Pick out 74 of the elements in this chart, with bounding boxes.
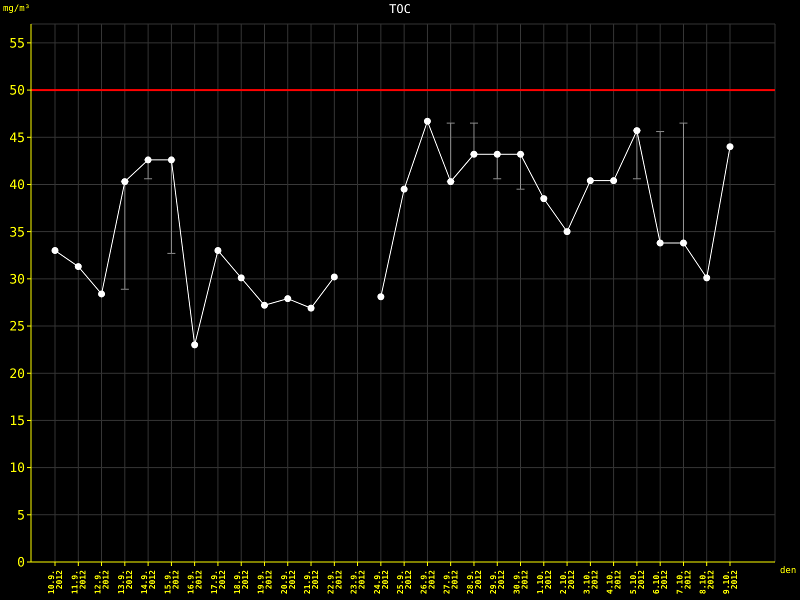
x-tick-label: 22.9. 2012 (326, 570, 344, 594)
y-tick-label: 30 (9, 272, 25, 288)
point (144, 156, 152, 164)
point (74, 263, 82, 270)
y-axis-title: mg/m³ (3, 4, 30, 14)
x-tick-label: 29.9. 2012 (489, 570, 506, 594)
x-axis-title: den (780, 566, 796, 576)
x-tick-label: 12.9. 2012 (94, 570, 111, 594)
x-tick-label: 9.10. 2012 (722, 570, 739, 594)
point (564, 228, 571, 236)
x-tick-label: 24.9. 2012 (372, 570, 390, 594)
x-tick-label: 27.9. 2012 (442, 570, 460, 594)
y-tick-label: 5 (17, 508, 25, 524)
point (494, 150, 501, 158)
x-tick-label: 13.9. 2012 (116, 570, 134, 594)
y-tick-label: 50 (9, 84, 25, 99)
x-tick-label: 21.9. 2012 (303, 570, 320, 594)
x-tick-label: 16.9. 2012 (186, 570, 204, 594)
x-tick-label: 23.9. 2012 (350, 570, 367, 594)
point (52, 247, 58, 254)
point (703, 274, 710, 282)
x-tick-label: 5.10. 2012 (628, 570, 646, 594)
y-tick-label: 20 (9, 366, 25, 382)
point (377, 293, 384, 300)
x-tick-label: 8.10. 2012 (698, 570, 716, 594)
x-tick-label: 17.9. 2012 (210, 570, 227, 594)
y-tick-label: 0 (17, 556, 25, 571)
y-tick-label: 15 (9, 414, 25, 430)
x-tick-label: 6.10. 2012 (652, 570, 670, 594)
point (517, 150, 524, 158)
point (424, 118, 431, 125)
point (330, 273, 338, 280)
point (400, 186, 408, 193)
x-tick-label: 15.9. 2012 (163, 570, 180, 594)
point (98, 290, 106, 298)
y-tick-label: 10 (9, 461, 25, 476)
x-tick-label: 26.9. 2012 (419, 570, 436, 594)
x-tick-label: 14.9. 2012 (140, 570, 158, 594)
point (284, 295, 292, 302)
point (168, 156, 175, 164)
y-tick-label: 40 (9, 178, 25, 194)
point (680, 239, 687, 246)
point (308, 304, 315, 312)
x-tick-label: 7.10. 2012 (675, 570, 692, 594)
x-tick-label: 18.9. 2012 (233, 570, 250, 594)
y-tick-label: 55 (9, 36, 25, 52)
x-tick-label: 3.10. 2012 (582, 570, 600, 594)
y-tick-label: 45 (9, 130, 25, 146)
point (633, 127, 640, 134)
x-tick-label: 10.9. 2012 (47, 570, 64, 594)
x-tick-label: 19.9. 2012 (256, 570, 274, 594)
point (656, 239, 664, 246)
x-tick-label: 2.10. 2012 (559, 570, 576, 594)
point (191, 341, 198, 348)
point (214, 247, 222, 254)
x-tick-label: 11.9. 2012 (70, 570, 88, 594)
point (540, 195, 548, 202)
x-tick-label: 1.10. 2012 (536, 570, 553, 594)
point (447, 178, 454, 186)
y-tick-label: 35 (9, 225, 25, 240)
point (121, 178, 128, 186)
chart-title: TOC (389, 2, 411, 16)
x-tick-label: 4.10. 2012 (606, 570, 623, 594)
point (610, 177, 618, 184)
x-tick-label: 20.9. 2012 (280, 570, 297, 594)
x-tick-label: 30.9. 2012 (512, 570, 530, 594)
point (260, 302, 268, 309)
x-tick-label: 25.9. 2012 (396, 570, 414, 594)
point (726, 143, 734, 150)
x-tick-label: 28.9. 2012 (466, 570, 483, 594)
y-tick-label: 25 (9, 320, 25, 335)
point (586, 177, 594, 184)
point (238, 274, 245, 282)
point (470, 150, 478, 158)
